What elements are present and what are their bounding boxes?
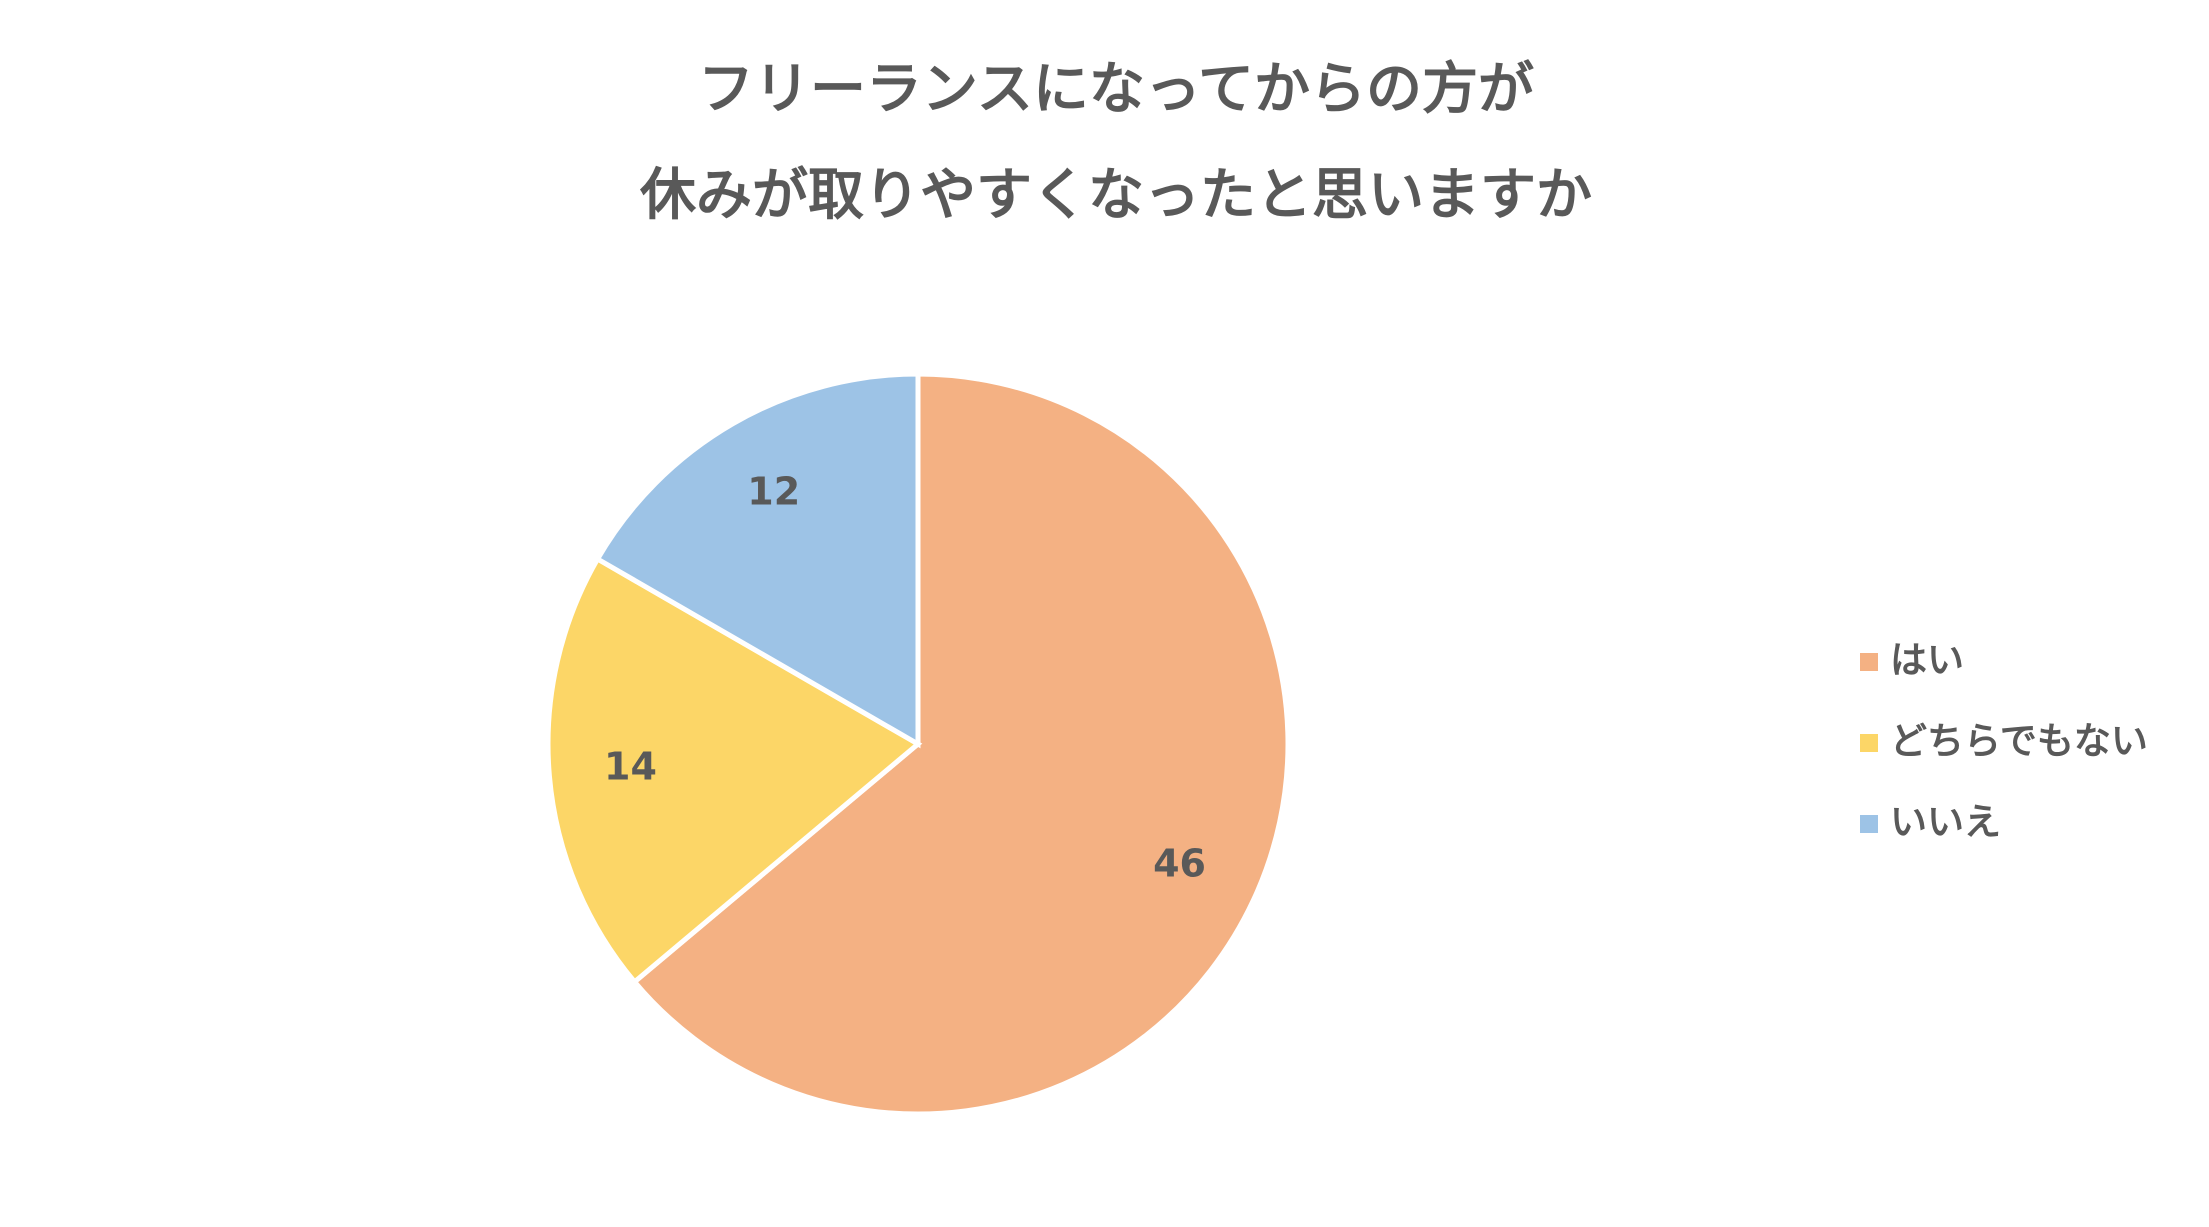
pie-slice bbox=[594, 371, 921, 749]
legend-swatch bbox=[1860, 653, 1878, 671]
legend-label: いいえ bbox=[1890, 801, 2001, 844]
data-label: 14 bbox=[604, 745, 657, 789]
pie-slice bbox=[631, 371, 1291, 1117]
chart-title: フリーランスになってからの方が bbox=[698, 57, 1534, 122]
legend-label: はい bbox=[1890, 639, 1964, 682]
pie-slice bbox=[545, 555, 923, 986]
legend-label: どちらでもない bbox=[1890, 720, 2148, 763]
legend-swatch bbox=[1860, 815, 1878, 833]
data-label: 46 bbox=[1153, 841, 1206, 885]
chart-title: 休みが取りやすくなったと思いますか bbox=[639, 163, 1592, 228]
data-label: 12 bbox=[747, 470, 800, 514]
legend-swatch bbox=[1860, 734, 1878, 752]
